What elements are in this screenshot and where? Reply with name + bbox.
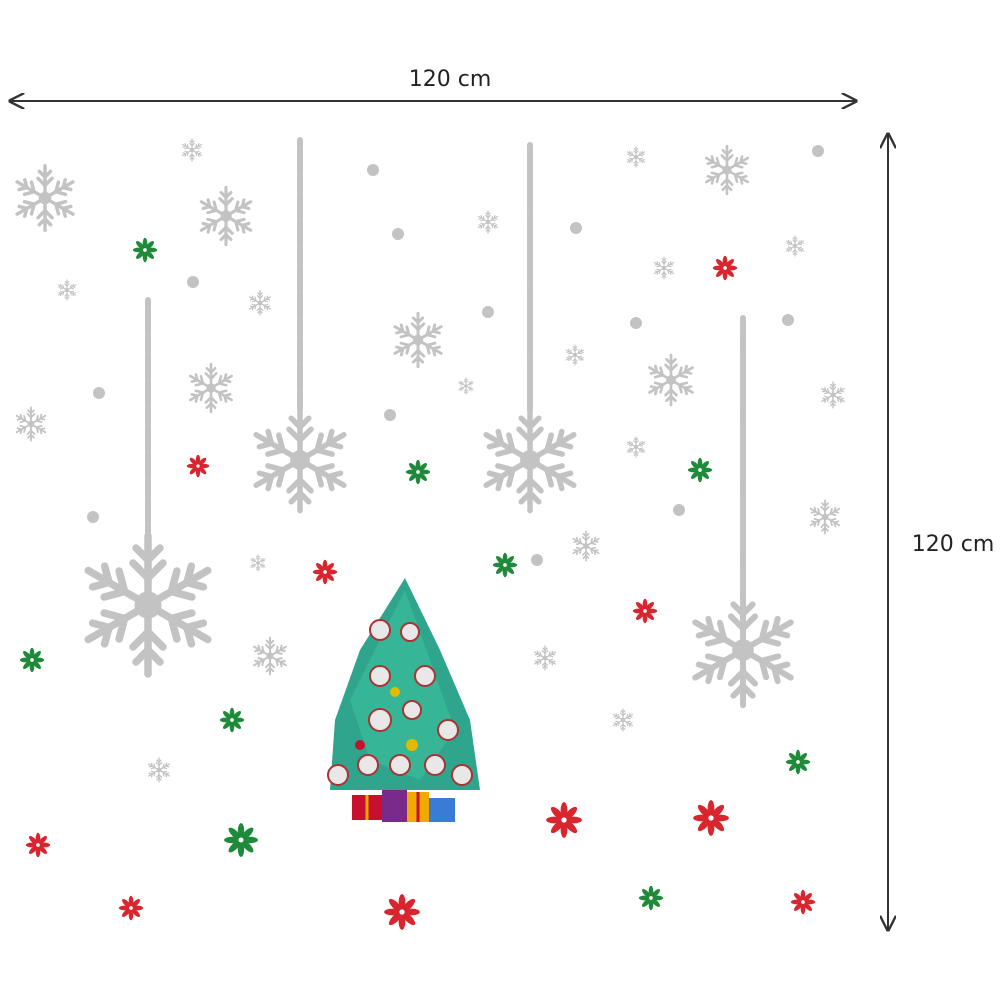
snowflake (181, 139, 203, 161)
snowflake (392, 313, 444, 366)
star-sticker (20, 648, 44, 672)
snowflake (612, 709, 634, 731)
star-sticker (546, 802, 582, 838)
snow-dot (392, 228, 404, 240)
snowflake (248, 291, 271, 315)
snowflake (250, 555, 266, 572)
star-sticker (133, 238, 157, 262)
snow-dot (482, 306, 494, 318)
snowflake (188, 364, 235, 412)
snow-dot (187, 276, 199, 288)
snowflake (647, 355, 695, 405)
snowflake (147, 758, 170, 782)
star-sticker (791, 890, 815, 914)
snow-dot (87, 511, 99, 523)
snowflake (653, 257, 675, 279)
snowflake (626, 147, 646, 167)
star-sticker (639, 886, 663, 910)
star-sticker (406, 460, 430, 484)
snowflake (689, 595, 797, 705)
snowflake (458, 378, 474, 395)
snowflake (252, 638, 288, 675)
star-sticker (713, 256, 737, 280)
snowflake (704, 146, 751, 194)
snowflake (785, 236, 805, 256)
snowflake (533, 646, 556, 670)
star-sticker (220, 708, 244, 732)
snowflake (626, 437, 646, 457)
star-sticker (493, 553, 517, 577)
snow-dot (812, 145, 824, 157)
snowflake (81, 536, 216, 674)
snow-dot (367, 164, 379, 176)
star-sticker (384, 894, 420, 930)
snow-dot (673, 504, 685, 516)
snow-dot (93, 387, 105, 399)
snowflake (198, 187, 254, 244)
star-sticker (26, 833, 50, 857)
star-sticker (786, 750, 810, 774)
star-sticker (688, 458, 712, 482)
snowflake (15, 407, 47, 440)
snow-dot (782, 314, 794, 326)
snowflake (820, 382, 845, 408)
snowflake (14, 166, 77, 230)
star-sticker (187, 455, 210, 478)
snowflake (251, 409, 350, 510)
snowflake (572, 531, 601, 560)
snowflake (57, 280, 77, 300)
star-sticker (119, 896, 143, 920)
snow-dot (570, 222, 582, 234)
snowflake (565, 345, 585, 365)
star-sticker (633, 599, 657, 623)
star-sticker (313, 560, 337, 584)
star-sticker (693, 800, 729, 836)
snowflake (809, 500, 841, 533)
snow-dot (384, 409, 396, 421)
snow-dot (630, 317, 642, 329)
christmas-tree (327, 578, 480, 822)
snowflake (477, 211, 499, 233)
snowflake (481, 409, 580, 510)
width-label: 120 cm (409, 67, 492, 92)
snow-dot (531, 554, 543, 566)
height-label: 120 cm (912, 532, 995, 557)
star-sticker (224, 823, 258, 857)
